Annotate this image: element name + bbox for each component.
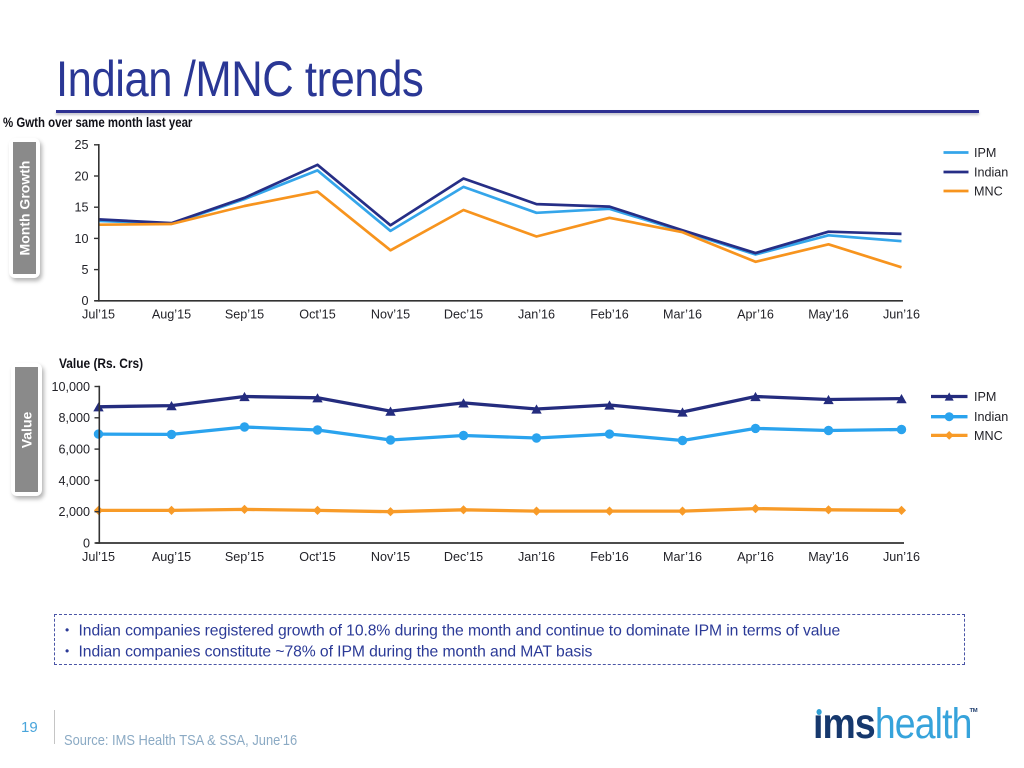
svg-text:Jan’16: Jan’16 bbox=[518, 550, 555, 564]
svg-text:May’16: May’16 bbox=[808, 307, 849, 321]
svg-text:Sep’15: Sep’15 bbox=[225, 307, 264, 321]
svg-text:Jul’15: Jul’15 bbox=[82, 307, 115, 321]
svg-text:5: 5 bbox=[81, 263, 88, 277]
svg-text:Dec’15: Dec’15 bbox=[444, 550, 483, 564]
svg-text:Sep’15: Sep’15 bbox=[225, 550, 264, 564]
svg-text:Oct’15: Oct’15 bbox=[299, 307, 335, 321]
svg-text:8,000: 8,000 bbox=[58, 411, 90, 425]
svg-text:Aug’15: Aug’15 bbox=[152, 307, 191, 321]
svg-text:MNC: MNC bbox=[974, 184, 1003, 198]
svg-text:20: 20 bbox=[74, 169, 88, 183]
svg-text:Feb’16: Feb’16 bbox=[590, 307, 629, 321]
svg-text:Feb’16: Feb’16 bbox=[590, 550, 629, 564]
svg-text:Apr’16: Apr’16 bbox=[737, 307, 774, 321]
svg-text:Jun’16: Jun’16 bbox=[883, 307, 920, 321]
svg-text:Aug’15: Aug’15 bbox=[152, 550, 191, 564]
svg-text:2,000: 2,000 bbox=[58, 505, 90, 519]
svg-text:Dec’15: Dec’15 bbox=[444, 307, 483, 321]
svg-text:IPM: IPM bbox=[974, 390, 996, 404]
svg-text:Indian: Indian bbox=[974, 165, 1008, 179]
svg-text:15: 15 bbox=[74, 201, 88, 215]
svg-text:4,000: 4,000 bbox=[58, 474, 90, 488]
svg-text:Mar’16: Mar’16 bbox=[663, 307, 702, 321]
svg-text:Oct’15: Oct’15 bbox=[299, 550, 335, 564]
svg-text:10,000: 10,000 bbox=[51, 380, 90, 394]
svg-text:Jul’15: Jul’15 bbox=[82, 550, 115, 564]
svg-text:Nov’15: Nov’15 bbox=[371, 550, 410, 564]
svg-text:0: 0 bbox=[83, 536, 90, 550]
svg-text:Nov’15: Nov’15 bbox=[371, 307, 410, 321]
svg-text:Indian: Indian bbox=[974, 410, 1008, 424]
svg-text:MNC: MNC bbox=[974, 429, 1003, 443]
svg-text:Jun’16: Jun’16 bbox=[883, 550, 920, 564]
svg-text:25: 25 bbox=[74, 138, 88, 152]
svg-text:10: 10 bbox=[74, 232, 88, 246]
svg-text:6,000: 6,000 bbox=[58, 443, 90, 457]
svg-text:IPM: IPM bbox=[974, 146, 996, 160]
svg-text:Jan’16: Jan’16 bbox=[518, 307, 555, 321]
svg-text:Apr’16: Apr’16 bbox=[737, 550, 774, 564]
svg-text:May’16: May’16 bbox=[808, 550, 849, 564]
svg-text:Mar’16: Mar’16 bbox=[663, 550, 702, 564]
svg-text:0: 0 bbox=[81, 294, 88, 308]
